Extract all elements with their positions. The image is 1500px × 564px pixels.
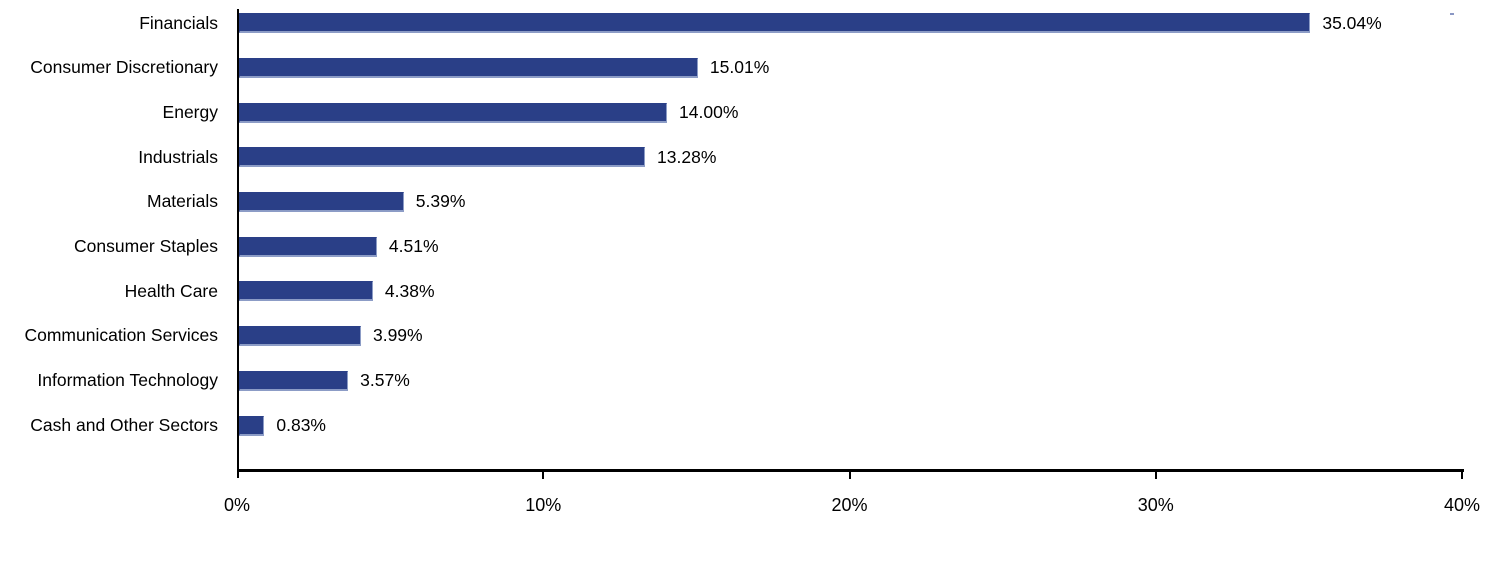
bar-row: Industrials 13.28% xyxy=(0,135,1500,180)
bar-track: 4.51% xyxy=(239,236,1462,257)
bar-track: 35.04% xyxy=(239,12,1462,34)
bar xyxy=(239,370,349,391)
x-axis-line xyxy=(237,469,1464,472)
bar-row: Energy 14.00% xyxy=(0,90,1500,135)
x-axis-tick xyxy=(1154,472,1157,479)
x-axis-tick-label: 20% xyxy=(831,495,868,515)
x-axis-tick-label: 10% xyxy=(525,495,562,515)
bar-track: 4.38% xyxy=(239,280,1462,302)
bar-row: Consumer Staples 4.51% xyxy=(0,224,1500,269)
bar xyxy=(239,58,698,79)
y-axis-line xyxy=(237,9,239,478)
bar-row: Materials 5.39% xyxy=(0,180,1500,225)
value-label: 0.83% xyxy=(276,414,326,435)
bar-track: 14.00% xyxy=(239,101,1462,123)
bar-track: 3.99% xyxy=(239,325,1462,347)
bar-row: Cash and Other Sectors 0.83% xyxy=(0,403,1500,448)
category-label: Industrials xyxy=(138,146,218,167)
value-label: 3.99% xyxy=(372,325,423,346)
stray-pixel-artifact xyxy=(1450,13,1454,15)
category-label: Consumer Staples xyxy=(74,236,218,257)
bar xyxy=(239,102,668,123)
category-label: Materials xyxy=(147,191,218,212)
bar-row: Information Technology 3.57% xyxy=(0,359,1500,404)
x-axis-tick-label: 30% xyxy=(1137,495,1174,515)
category-label: Cash and Other Sectors xyxy=(30,414,218,435)
category-label: Energy xyxy=(162,101,218,122)
value-label: 14.00% xyxy=(679,101,739,122)
bar-rows: Financials 35.04% Consumer Discretionary 15… xyxy=(0,1,1500,448)
bar-track: 15.01% xyxy=(239,57,1462,79)
category-label: Financials xyxy=(139,12,218,33)
bar xyxy=(239,415,265,436)
value-label: 15.01% xyxy=(709,57,770,78)
bar xyxy=(239,326,361,347)
bar-track: 13.28% xyxy=(239,146,1462,168)
bar-track: 3.57% xyxy=(239,370,1462,391)
category-label: Health Care xyxy=(124,280,218,301)
bar-track: 0.83% xyxy=(239,414,1462,436)
bar xyxy=(239,192,404,213)
value-label: 35.04% xyxy=(1322,12,1382,33)
category-label: Communication Services xyxy=(24,325,218,346)
value-label: 3.57% xyxy=(360,370,410,391)
bar-track: 5.39% xyxy=(239,191,1462,213)
value-label: 4.38% xyxy=(384,280,435,301)
bar-row: Consumer Discretionary 15.01% xyxy=(0,46,1500,91)
bar-row: Health Care 4.38% xyxy=(0,269,1500,314)
x-axis-tick xyxy=(848,472,851,479)
bar xyxy=(239,281,373,302)
bar-row: Financials 35.04% xyxy=(0,1,1500,46)
category-label: Information Technology xyxy=(37,370,218,391)
x-axis-tick xyxy=(1461,472,1463,479)
value-label: 5.39% xyxy=(415,191,466,212)
x-axis-tick xyxy=(542,472,545,479)
bar xyxy=(239,236,377,257)
bar xyxy=(239,13,1311,34)
x-axis-tick-label: 40% xyxy=(1443,495,1481,515)
value-label: 4.51% xyxy=(388,236,439,257)
bar xyxy=(239,147,646,168)
x-axis-tick-label: 0% xyxy=(223,495,251,515)
value-label: 13.28% xyxy=(657,146,717,167)
category-label: Consumer Discretionary xyxy=(30,57,218,78)
bar-row: Communication Services 3.99% xyxy=(0,314,1500,359)
